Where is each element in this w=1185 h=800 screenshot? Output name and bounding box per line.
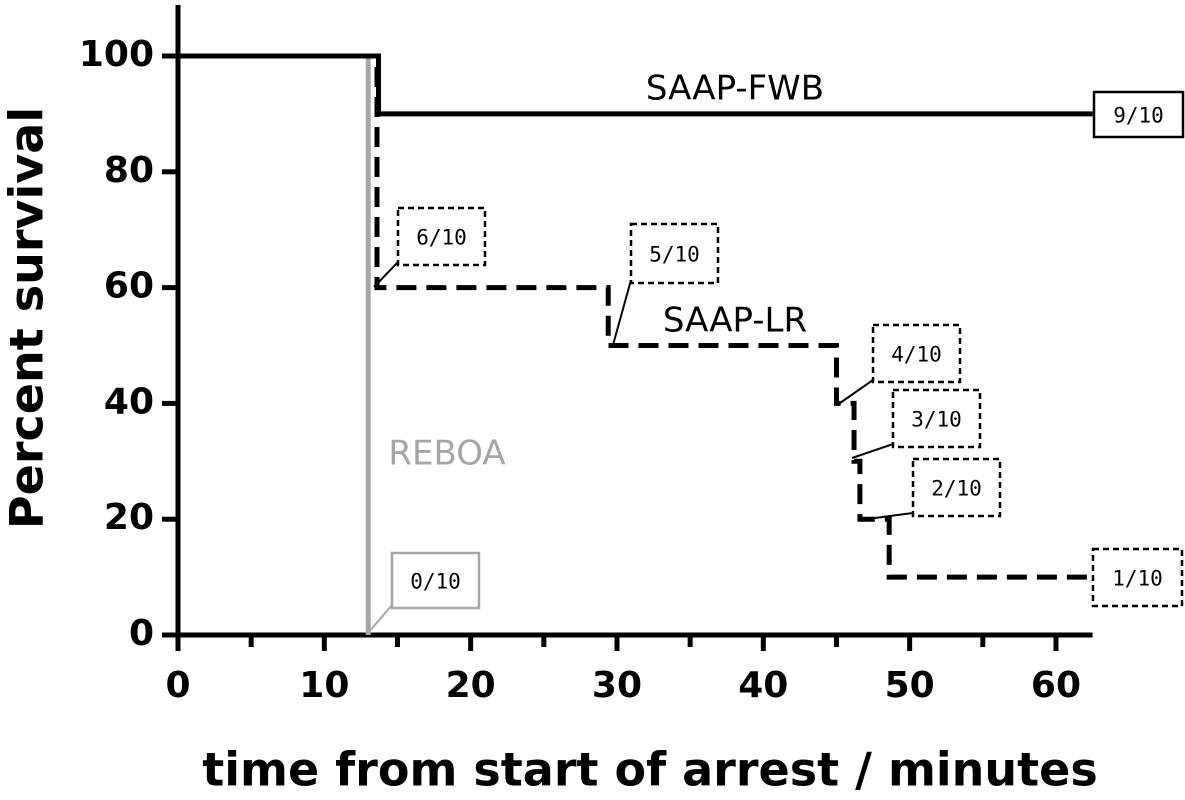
annotation-box bbox=[629, 222, 720, 285]
survival-curve bbox=[178, 53, 1093, 580]
survival-curve bbox=[178, 53, 371, 635]
y-tick-label: 20 bbox=[104, 497, 154, 538]
x-tick-label: 60 bbox=[1031, 665, 1081, 706]
annotation-text: 1/10 bbox=[1112, 567, 1163, 591]
x-tick-label: 20 bbox=[446, 665, 496, 706]
y-tick-label: 60 bbox=[104, 266, 154, 307]
annotation-text: 6/10 bbox=[416, 226, 467, 250]
annotation-box bbox=[891, 388, 982, 449]
x-tick-label: 0 bbox=[165, 665, 190, 706]
y-tick-label: 0 bbox=[129, 613, 154, 654]
x-tick-label: 50 bbox=[885, 665, 935, 706]
leader-line bbox=[859, 512, 914, 521]
annotation-box bbox=[396, 206, 487, 267]
x-tick-label: 30 bbox=[592, 665, 642, 706]
annotation-text: 0/10 bbox=[410, 570, 461, 594]
curve-label: SAAP-FWB bbox=[646, 69, 824, 109]
survival-curve bbox=[178, 53, 1093, 117]
x-tick-label: 10 bbox=[299, 665, 349, 706]
leader-line bbox=[851, 443, 894, 459]
x-axis-title: time from start of arrest / minutes bbox=[202, 743, 1097, 797]
annotation-text: 3/10 bbox=[911, 408, 962, 432]
curve-label: REBOA bbox=[388, 434, 505, 474]
y-tick-label: 100 bbox=[79, 34, 154, 75]
annotation-text: 2/10 bbox=[931, 477, 982, 501]
annotation-box bbox=[911, 457, 1002, 518]
y-axis-title: Percent survival bbox=[0, 107, 54, 529]
leader-line bbox=[839, 379, 874, 404]
curve-label: SAAP-LR bbox=[663, 301, 807, 341]
annotation-box bbox=[871, 323, 962, 384]
leader-line bbox=[612, 279, 632, 346]
y-tick-label: 40 bbox=[104, 381, 154, 422]
annotation-text: 4/10 bbox=[891, 343, 942, 367]
annotation-box bbox=[1091, 547, 1184, 608]
leader-line bbox=[373, 261, 399, 288]
annotation-text: 9/10 bbox=[1113, 104, 1164, 128]
annotation-box bbox=[390, 551, 481, 610]
leader-line bbox=[367, 604, 393, 634]
annotation-text: 5/10 bbox=[649, 243, 700, 267]
y-tick-label: 80 bbox=[104, 150, 154, 191]
x-tick-label: 40 bbox=[738, 665, 788, 706]
annotation-box bbox=[1092, 90, 1185, 139]
